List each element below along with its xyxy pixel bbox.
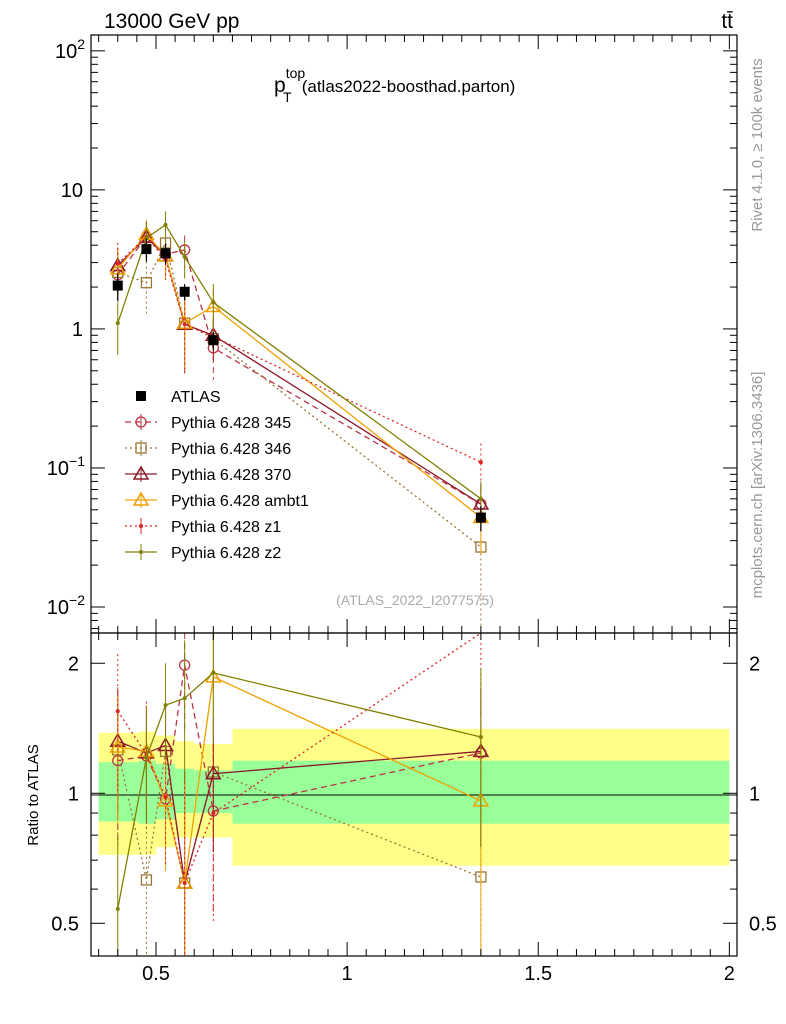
xtick-label: 0.5 <box>142 963 170 985</box>
legend-marker <box>136 391 146 401</box>
series-point <box>115 321 120 326</box>
series-point <box>115 261 120 266</box>
rivet-label: Rivet 4.1.0, ≥ 100k events <box>749 58 766 231</box>
ratio-band-green <box>98 762 139 822</box>
legend-label: ATLAS <box>171 389 221 406</box>
ratio-line <box>117 672 482 909</box>
data-point <box>160 248 171 259</box>
plot-title-rest: (atlas2022-boosthad.parton) <box>302 77 516 96</box>
legend: ATLAS Pythia 6.428 345 Pythia 6.428 346 Pyt… <box>125 389 309 562</box>
xtick-label: 2 <box>724 963 735 985</box>
ratio-ytick-label: 1 <box>68 783 79 805</box>
ratio-point <box>211 670 216 675</box>
ratio-point <box>182 880 187 885</box>
series-point <box>144 236 149 241</box>
legend-marker <box>135 416 147 428</box>
ratio-ytick-label-right: 1 <box>749 783 760 805</box>
main-ytick-label: 10−2 <box>47 592 85 619</box>
ratio-point <box>115 906 120 911</box>
plot-title: ptop T(atlas2022-boosthad.parton) <box>274 65 515 105</box>
ratio-point <box>109 738 127 753</box>
series-point <box>211 300 216 305</box>
legend-entry: Pythia 6.428 345 <box>125 414 291 432</box>
legend-entry: Pythia 6.428 346 <box>125 440 291 458</box>
series-main <box>109 222 490 532</box>
series-point <box>478 460 483 465</box>
series-ratio <box>115 633 483 956</box>
ratio-point <box>182 696 187 701</box>
series-point <box>182 322 187 327</box>
ratio-point <box>205 765 222 780</box>
legend-label: Pythia 6.428 370 <box>171 467 291 484</box>
legend-entry: Pythia 6.428 370 <box>125 465 291 484</box>
series-main <box>112 228 487 629</box>
ratio-ytick-label: 0.5 <box>51 913 79 935</box>
ratio-frame <box>90 632 738 957</box>
ratio-line <box>117 675 482 884</box>
data-point <box>208 335 219 346</box>
legend-marker <box>139 550 143 554</box>
legend-entry: Pythia 6.428 z2 <box>125 544 281 562</box>
plot-title-sub: T <box>283 89 292 105</box>
data-point <box>141 244 152 255</box>
ratio-line <box>117 749 482 884</box>
main-frame <box>90 34 738 634</box>
plot-title-sup: top <box>286 65 306 81</box>
ratio-point <box>211 811 216 816</box>
series-point <box>182 254 187 259</box>
main-ytick-label: 102 <box>55 36 85 63</box>
data-point <box>475 512 486 523</box>
xtick-label: 1 <box>342 963 353 985</box>
legend-marker <box>139 524 143 528</box>
ratio-point <box>478 734 483 739</box>
series-point <box>140 277 153 289</box>
legend-label: Pythia 6.428 z1 <box>171 519 281 536</box>
ratio-panel: 0.5 0.5 1 1 2 2 0.5 1 1.5 2 Ratio to ATLAS <box>25 632 777 985</box>
series-point <box>163 222 168 227</box>
main-ytick-label: 1 <box>72 319 83 341</box>
ratio-line <box>117 632 482 886</box>
data-point <box>112 280 123 291</box>
mcplots-label: mcplots.cern.ch [arXiv:1306.3436] <box>749 372 766 599</box>
series-point <box>478 496 483 501</box>
ratio-ytick-label-right: 2 <box>749 653 760 675</box>
legend-label: Pythia 6.428 z2 <box>171 545 281 562</box>
legend-entry: ATLAS <box>136 389 221 406</box>
legend-marker <box>132 465 150 480</box>
xtick-label: 1.5 <box>524 963 552 985</box>
data-points <box>112 238 486 532</box>
ratio-point <box>163 795 168 800</box>
ratio-point <box>140 874 153 886</box>
main-ytick-label: 10 <box>61 180 83 202</box>
series-line <box>117 235 482 505</box>
process-label: tt̄ <box>721 10 733 33</box>
series-line <box>117 233 482 519</box>
ratio-ytick-label-right: 0.5 <box>749 913 777 935</box>
watermark: (ATLAS_2022_I2077575) <box>336 592 494 608</box>
main-ytick-label: 10−1 <box>47 453 85 480</box>
energy-label: 13000 GeV pp <box>104 10 239 33</box>
legend-label: Pythia 6.428 345 <box>171 415 291 432</box>
ratio-ylabel: Ratio to ATLAS <box>25 744 42 845</box>
legend-entry: Pythia 6.428 ambt1 <box>125 491 309 510</box>
legend-label: Pythia 6.428 346 <box>171 441 291 458</box>
legend-entry: Pythia 6.428 z1 <box>125 518 281 536</box>
ratio-point <box>157 792 174 807</box>
series-line <box>117 235 482 463</box>
legend-label: Pythia 6.428 ambt1 <box>171 493 309 510</box>
ratio-point <box>144 755 149 760</box>
legend-marker <box>132 491 150 506</box>
data-point <box>179 286 190 297</box>
legend-marker <box>135 442 147 454</box>
ratio-point <box>163 703 168 708</box>
ratio-ytick-label: 2 <box>68 653 79 675</box>
ratio-point <box>115 709 120 714</box>
